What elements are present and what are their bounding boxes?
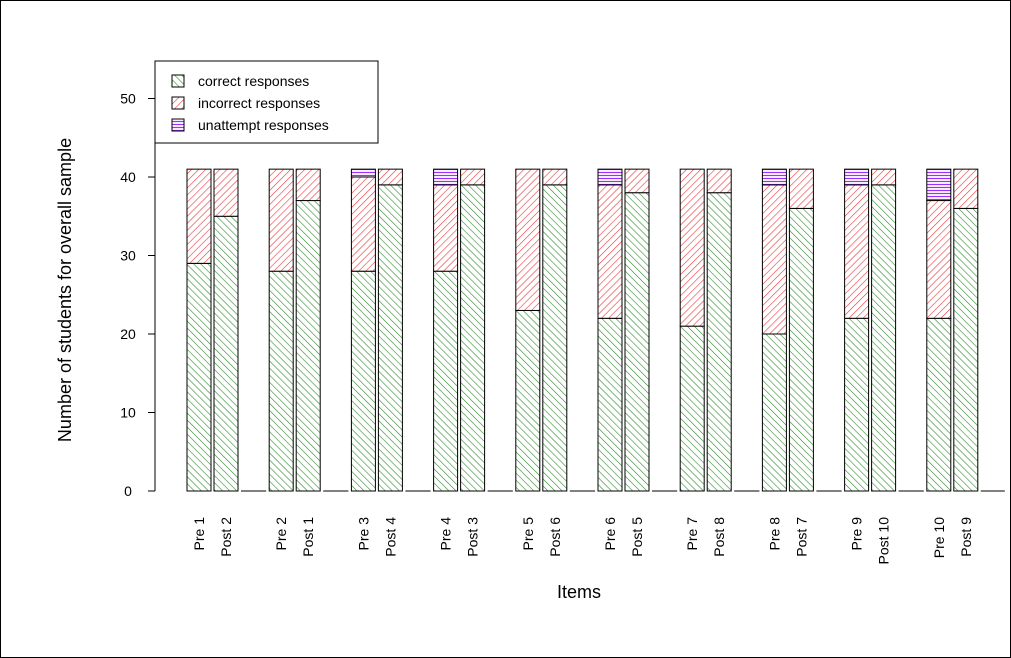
y-tick-label: 50 bbox=[120, 91, 136, 107]
bar-segment-correct-responses bbox=[926, 317, 952, 492]
legend-swatch bbox=[171, 118, 185, 132]
x-tick-label: Pre 5 bbox=[520, 517, 536, 551]
bar-segment-incorrect-responses bbox=[844, 184, 870, 319]
x-tick-label: Pre 10 bbox=[931, 517, 947, 558]
y-axis-title: Number of students for overall sample bbox=[55, 138, 75, 442]
bar-segment-correct-responses bbox=[433, 270, 459, 492]
bar-segment-incorrect-responses bbox=[926, 200, 952, 319]
bar-segment-unattempt-responses bbox=[597, 168, 623, 186]
y-tick-label: 20 bbox=[120, 326, 136, 342]
legend: correct responses incorrect responses unat… bbox=[154, 60, 379, 144]
bar-segment-correct-responses bbox=[706, 192, 732, 492]
legend-label: unattempt responses bbox=[198, 117, 329, 133]
legend-label: incorrect responses bbox=[198, 95, 320, 111]
bar-segment-unattempt-responses bbox=[844, 168, 870, 186]
bar-segment-correct-responses bbox=[213, 215, 239, 492]
bar-segment-correct-responses bbox=[377, 184, 403, 492]
y-tick-label: 40 bbox=[120, 169, 136, 185]
bar-segment-correct-responses bbox=[186, 262, 212, 492]
bar-segment-incorrect-responses bbox=[761, 184, 787, 335]
bar-segment-incorrect-responses bbox=[624, 168, 650, 194]
x-tick-label: Pre 7 bbox=[684, 517, 700, 551]
x-tick-label: Pre 6 bbox=[602, 517, 618, 551]
bar-segment-incorrect-responses bbox=[213, 168, 239, 217]
x-axis-labels: Pre 1 Post 2 Pre 2 Post 1 Pre 3 Post 4 Pre 4 Po… bbox=[191, 517, 974, 565]
bar-segment-correct-responses bbox=[597, 317, 623, 492]
x-tick-label: Post 7 bbox=[793, 517, 809, 557]
x-tick-label: Pre 9 bbox=[849, 517, 865, 551]
x-axis-title: Items bbox=[557, 582, 601, 602]
y-tick-label: 10 bbox=[120, 405, 136, 421]
bars bbox=[186, 168, 1005, 492]
legend-swatch bbox=[171, 96, 185, 110]
bar-segment-unattempt-responses bbox=[761, 168, 787, 186]
x-tick-label: Post 8 bbox=[711, 517, 727, 557]
bar-segment-incorrect-responses bbox=[597, 184, 623, 319]
x-tick-label: Post 6 bbox=[547, 517, 563, 557]
bar-segment-incorrect-responses bbox=[706, 168, 732, 194]
y-axis: 0 10 20 30 40 50 bbox=[120, 91, 156, 499]
bar-segment-correct-responses bbox=[295, 200, 321, 492]
bar-segment-correct-responses bbox=[515, 309, 541, 492]
x-tick-label: Post 3 bbox=[465, 517, 481, 557]
bar-segment-incorrect-responses bbox=[350, 176, 376, 272]
bar-segment-correct-responses bbox=[679, 325, 705, 492]
bar-segment-correct-responses bbox=[761, 333, 787, 492]
bar-segment-correct-responses bbox=[788, 207, 814, 492]
bar-segment-incorrect-responses bbox=[460, 168, 486, 186]
bar-segment-incorrect-responses bbox=[788, 168, 814, 209]
bar-segment-unattempt-responses bbox=[433, 168, 459, 186]
x-tick-label: Pre 8 bbox=[766, 517, 782, 551]
bar-segment-incorrect-responses bbox=[871, 168, 897, 186]
x-tick-label: Post 2 bbox=[218, 517, 234, 557]
bar-segment-correct-responses bbox=[953, 207, 979, 492]
bar-segment-correct-responses bbox=[871, 184, 897, 492]
bar-segment-incorrect-responses bbox=[377, 168, 403, 186]
bar-segment-correct-responses bbox=[268, 270, 294, 492]
bar-segment-unattempt-responses bbox=[926, 168, 952, 202]
bar-segment-incorrect-responses bbox=[295, 168, 321, 202]
bar-segment-incorrect-responses bbox=[953, 168, 979, 209]
x-tick-label: Post 4 bbox=[382, 517, 398, 557]
bar-segment-incorrect-responses bbox=[515, 168, 541, 311]
x-tick-label: Post 1 bbox=[300, 517, 316, 557]
x-tick-label: Pre 1 bbox=[191, 517, 207, 551]
legend-swatch bbox=[171, 74, 185, 88]
bar-segment-correct-responses bbox=[624, 192, 650, 492]
x-tick-label: Pre 2 bbox=[273, 517, 289, 551]
legend-box bbox=[154, 60, 379, 144]
bar-segment-incorrect-responses bbox=[433, 184, 459, 272]
bar-segment-incorrect-responses bbox=[679, 168, 705, 327]
bar-segment-incorrect-responses bbox=[542, 168, 568, 186]
x-tick-label: Pre 3 bbox=[355, 517, 371, 551]
bar-segment-correct-responses bbox=[542, 184, 568, 492]
bar-segment-correct-responses bbox=[460, 184, 486, 492]
x-tick-label: Pre 4 bbox=[438, 517, 454, 551]
bar-segment-incorrect-responses bbox=[186, 168, 212, 264]
x-tick-label: Post 9 bbox=[958, 517, 974, 557]
x-tick-label: Post 10 bbox=[876, 517, 892, 565]
bar-segment-correct-responses bbox=[844, 317, 870, 492]
y-tick-label: 30 bbox=[120, 248, 136, 264]
x-tick-label: Post 5 bbox=[629, 517, 645, 557]
bar-segment-unattempt-responses bbox=[350, 168, 376, 178]
y-tick-label: 0 bbox=[124, 483, 132, 499]
bar-segment-correct-responses bbox=[350, 270, 376, 492]
bar-segment-incorrect-responses bbox=[268, 168, 294, 272]
legend-label: correct responses bbox=[198, 73, 309, 89]
